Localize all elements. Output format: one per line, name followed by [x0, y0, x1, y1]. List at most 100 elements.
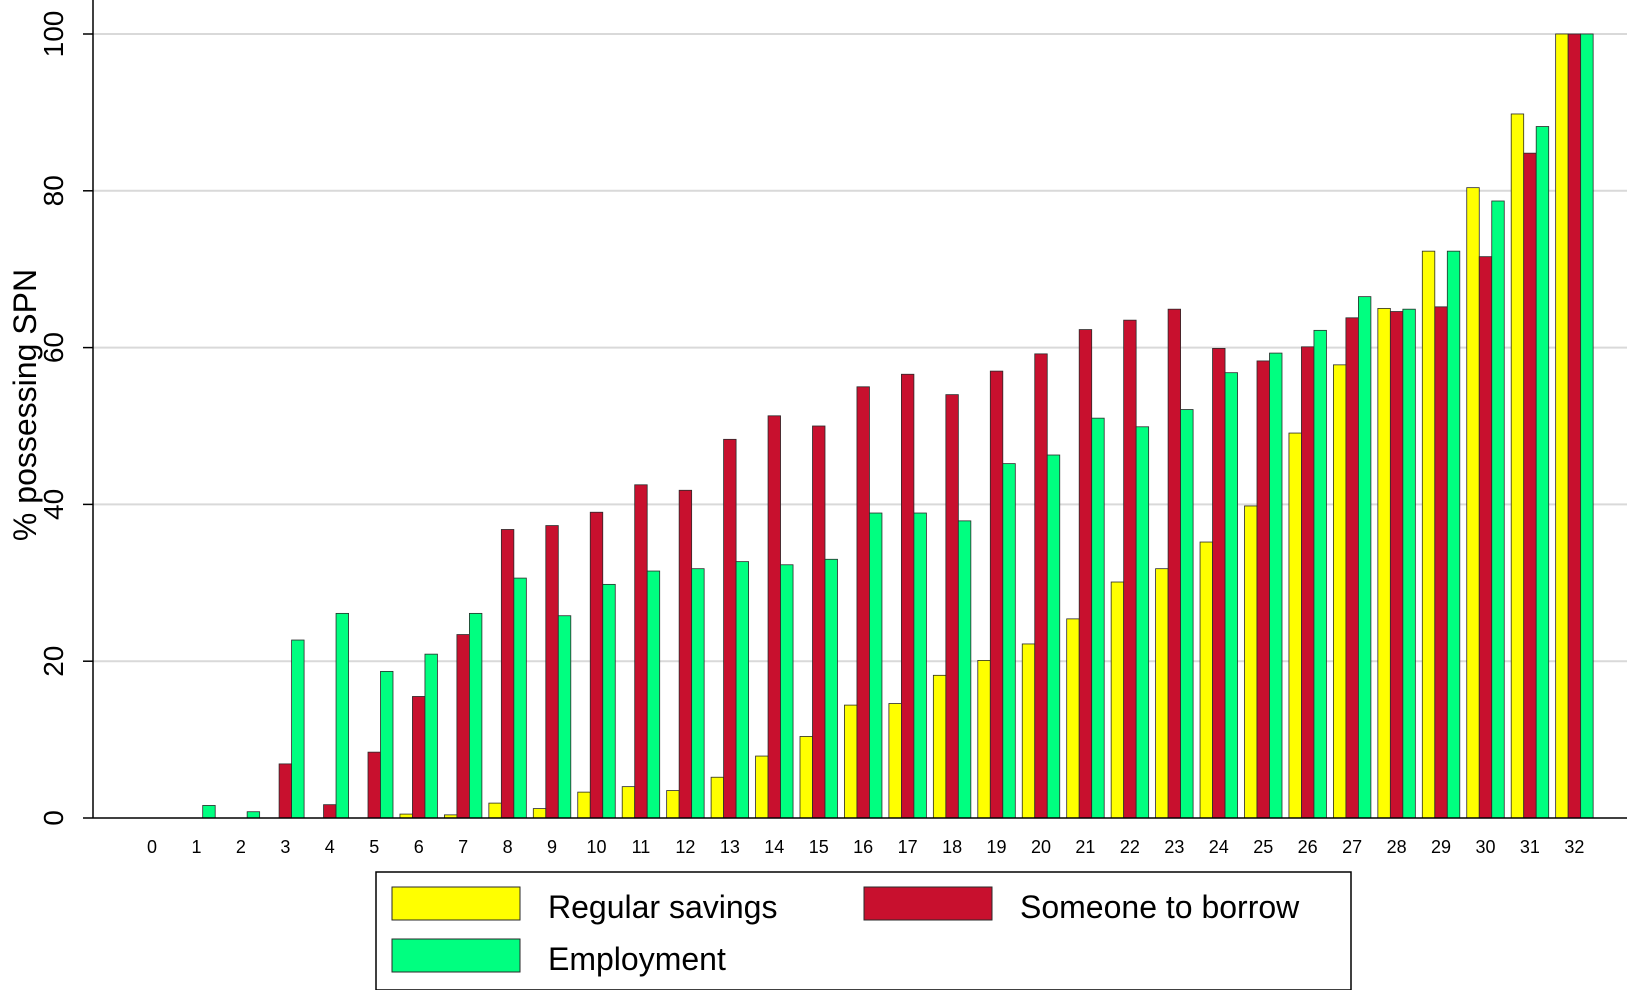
- bar: [1535, 126, 1550, 819]
- bar: [1269, 352, 1283, 819]
- bar: [932, 674, 947, 819]
- x-tick-label: 30: [1475, 837, 1495, 857]
- legend-swatch: [391, 938, 521, 973]
- bar: [1110, 581, 1125, 819]
- legend-swatch: [391, 886, 521, 921]
- x-tick-label: 8: [503, 837, 513, 857]
- bar: [532, 808, 547, 819]
- bar: [812, 425, 826, 819]
- legend-swatch: [863, 886, 993, 921]
- bar: [824, 558, 838, 819]
- x-tick-label: 24: [1209, 837, 1229, 857]
- bar: [323, 804, 337, 819]
- bar: [945, 394, 959, 819]
- bar: [1313, 329, 1327, 819]
- bar: [1466, 187, 1480, 819]
- bar: [1091, 417, 1105, 819]
- bar: [1123, 319, 1137, 819]
- bar: [723, 438, 737, 819]
- bars: [202, 33, 1594, 819]
- bar: [1555, 33, 1569, 819]
- x-tick-label: 16: [853, 837, 873, 857]
- x-tick-label: 31: [1520, 837, 1540, 857]
- y-tick-label: 40: [38, 489, 69, 520]
- bar: [513, 577, 527, 819]
- x-tick-label: 9: [547, 837, 557, 857]
- x-tick-label: 12: [675, 837, 695, 857]
- bar: [1199, 541, 1213, 819]
- bar: [799, 736, 813, 819]
- bar: [678, 489, 693, 819]
- bar: [1478, 256, 1493, 819]
- x-tick-label: 29: [1431, 837, 1451, 857]
- bar: [621, 786, 636, 819]
- bar: [913, 512, 927, 819]
- bar: [412, 696, 426, 819]
- x-tick-label: 4: [325, 837, 335, 857]
- x-tick-label: 11: [632, 837, 651, 857]
- bar: [202, 805, 216, 819]
- bar: [468, 612, 483, 819]
- bar: [1333, 364, 1347, 819]
- x-tick-label: 6: [414, 837, 424, 857]
- bar: [1224, 372, 1238, 819]
- x-tick-label: 14: [764, 837, 784, 857]
- bar: [767, 415, 781, 819]
- bar: [246, 811, 261, 819]
- bar: [1510, 113, 1525, 819]
- bar: [755, 755, 769, 819]
- bar: [577, 791, 591, 819]
- bar: [545, 525, 559, 819]
- bar: [335, 612, 349, 819]
- x-tick-label: 0: [147, 837, 157, 857]
- y-axis-label: % possessing SPN: [7, 269, 43, 541]
- x-tick-label: 13: [720, 837, 740, 857]
- bar: [1345, 317, 1359, 819]
- x-tick-label: 15: [809, 837, 829, 857]
- x-tick-label: 27: [1342, 837, 1362, 857]
- bar: [1244, 505, 1258, 819]
- bar: [1402, 308, 1416, 819]
- bar: [1523, 152, 1537, 819]
- x-tick-label: 20: [1031, 837, 1051, 857]
- y-tick-label: 80: [38, 175, 69, 206]
- bar: [1167, 308, 1181, 819]
- bar: [424, 653, 438, 819]
- bar: [1212, 347, 1226, 819]
- legend-label: Employment: [548, 941, 726, 977]
- legend-label: Regular savings: [548, 889, 777, 925]
- bar: [1377, 307, 1391, 819]
- bar: [666, 790, 680, 819]
- bar: [602, 583, 616, 819]
- bar: [1580, 33, 1594, 819]
- bar: [1446, 250, 1461, 819]
- bar: [1491, 200, 1505, 819]
- x-tick-label: 17: [898, 837, 918, 857]
- x-tick-label: 25: [1253, 837, 1273, 857]
- x-tick-label: 2: [236, 837, 246, 857]
- bar: [844, 704, 858, 819]
- bar: [557, 615, 572, 819]
- y-tick-label: 60: [38, 332, 69, 363]
- x-tick-label: 32: [1564, 837, 1584, 857]
- bar: [957, 520, 972, 819]
- bar: [1301, 346, 1315, 819]
- x-tick-label: 10: [586, 837, 606, 857]
- bar: [1567, 33, 1582, 819]
- x-tick-label: 28: [1387, 837, 1407, 857]
- bar: [856, 386, 870, 819]
- x-tick-label: 21: [1075, 837, 1095, 857]
- bar: [1434, 306, 1448, 819]
- x-tick-label: 18: [942, 837, 962, 857]
- gridlines: [93, 33, 1627, 663]
- bar: [500, 529, 515, 819]
- bar: [1155, 568, 1169, 819]
- bar: [291, 639, 305, 819]
- bar: [1256, 360, 1270, 819]
- legend: Regular savings Someone to borrow Employme…: [375, 871, 1352, 990]
- bar: [735, 561, 749, 819]
- bar: [367, 751, 381, 819]
- bar: [1002, 463, 1016, 819]
- x-tick-label: 23: [1164, 837, 1184, 857]
